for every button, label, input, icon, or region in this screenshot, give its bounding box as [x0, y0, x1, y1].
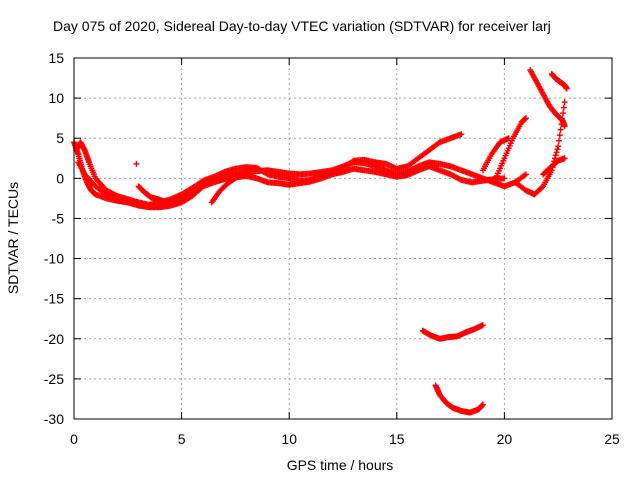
- data-point: [563, 85, 570, 92]
- data-point: [552, 152, 559, 159]
- y-tick-label: 0: [56, 170, 64, 186]
- series-right-arc-mid: [548, 71, 570, 92]
- series-early-cluster: [135, 183, 194, 206]
- plot-frame: [73, 57, 613, 420]
- x-axis-label: GPS time / hours: [287, 457, 394, 473]
- data-point: [505, 135, 512, 142]
- x-tick-label: 5: [178, 431, 186, 447]
- series-right-steep-2: [479, 135, 512, 174]
- series-main-band-3: [75, 159, 508, 211]
- y-tick-label: -15: [44, 291, 64, 307]
- data-point: [458, 131, 465, 138]
- y-tick-labels: 15 10 5 0 -5 -10 -15 -20 -25 -30: [44, 50, 64, 427]
- series-lower-band-upper: [419, 322, 486, 342]
- series-lower-band-lower: [432, 382, 486, 416]
- data-point: [479, 401, 486, 408]
- data-point: [133, 160, 140, 167]
- data-point: [501, 175, 508, 182]
- data-point: [187, 187, 194, 194]
- data-point: [522, 115, 529, 122]
- data-point: [561, 99, 568, 106]
- data-point: [561, 155, 568, 162]
- x-tick-label: 25: [604, 431, 620, 447]
- data-point: [555, 143, 562, 150]
- data-points: [71, 67, 570, 416]
- series-right-arc-low: [512, 99, 568, 198]
- y-tick-label: -30: [44, 411, 64, 427]
- data-point: [556, 137, 563, 144]
- data-point: [560, 110, 567, 117]
- data-point: [251, 165, 258, 172]
- series-right-steep-1: [492, 115, 529, 182]
- data-point: [479, 322, 486, 329]
- x-tick-label: 10: [281, 431, 297, 447]
- data-point: [554, 146, 561, 153]
- series-isolated: [133, 160, 140, 167]
- data-point: [560, 104, 567, 111]
- data-point: [553, 149, 560, 156]
- y-tick-label: -5: [52, 210, 65, 226]
- data-point: [561, 123, 568, 130]
- y-tick-label: 10: [48, 90, 64, 106]
- x-tick-label: 0: [70, 431, 78, 447]
- y-tick-label: -25: [44, 371, 64, 387]
- data-point: [551, 155, 558, 162]
- y-axis-label: SDTVAR / TECUs: [5, 182, 21, 294]
- series-main-band-1: [71, 139, 529, 210]
- data-point: [559, 115, 566, 122]
- data-point: [558, 121, 565, 128]
- data-point: [557, 126, 564, 133]
- y-tick-label: -20: [44, 331, 64, 347]
- data-point: [556, 132, 563, 139]
- series-afternoon-strand: [208, 165, 258, 206]
- y-tick-label: -10: [44, 251, 64, 267]
- grid-lines: [73, 57, 613, 420]
- chart-title: Day 075 of 2020, Sidereal Day-to-day VTE…: [53, 18, 551, 34]
- y-tick-label: 5: [56, 130, 64, 146]
- x-tick-label: 20: [497, 431, 513, 447]
- data-point: [539, 184, 546, 191]
- series-right-arc-high: [527, 67, 568, 130]
- x-tick-label: 15: [389, 431, 405, 447]
- series-right-tail: [540, 155, 568, 178]
- y-tick-label: 15: [48, 50, 64, 66]
- data-point: [522, 171, 529, 178]
- x-tick-labels: 0 5 10 15 20 25: [70, 431, 620, 447]
